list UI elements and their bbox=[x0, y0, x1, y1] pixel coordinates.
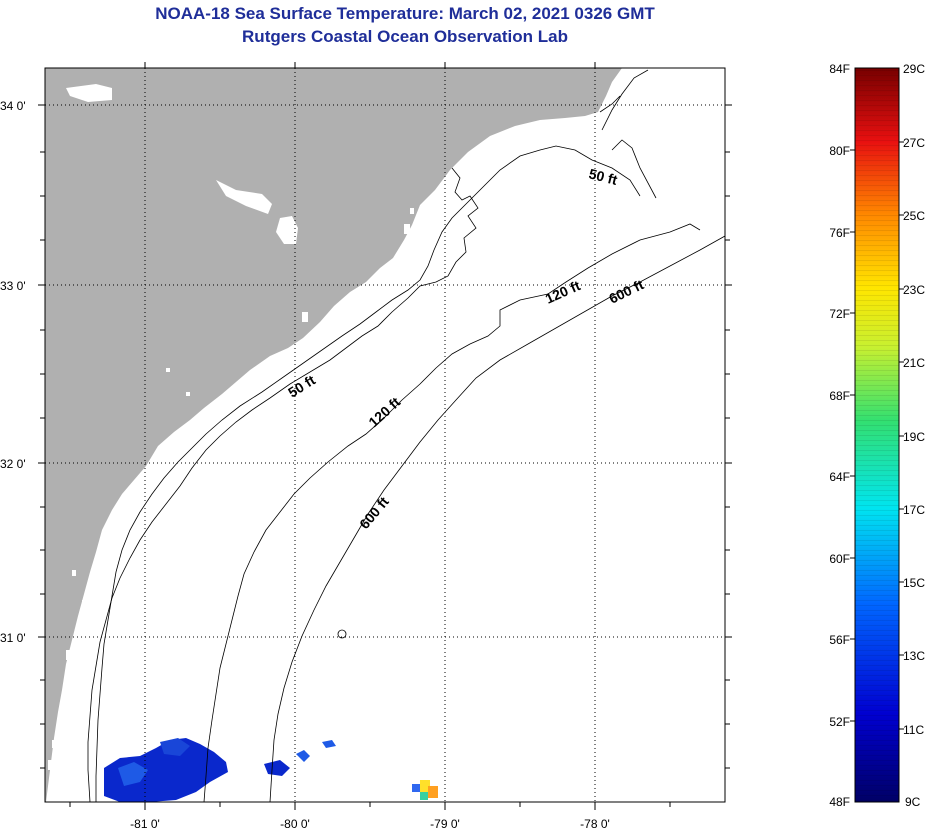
colorbar-f-label: 64F bbox=[829, 470, 850, 484]
colorbar-c-label: 17C bbox=[903, 503, 925, 517]
nc-coast-water bbox=[600, 68, 725, 200]
lon-label: -80 0' bbox=[280, 817, 310, 831]
colorbar: 84F 80F 76F 72F 68F 64F 60F 56F 52F 48F … bbox=[829, 62, 925, 809]
lat-label: 33 0' bbox=[0, 279, 26, 293]
colorbar-c-label: 13C bbox=[903, 649, 925, 663]
colorbar-c-label: 15C bbox=[903, 576, 925, 590]
colorbar-f-label: 56F bbox=[829, 633, 850, 647]
lat-label: 31 0' bbox=[0, 631, 26, 645]
map-frame bbox=[44, 67, 726, 803]
colorbar-f-label: 80F bbox=[829, 144, 850, 158]
colorbar-c-label: 25C bbox=[903, 209, 925, 223]
colorbar-c-label: 23C bbox=[903, 283, 925, 297]
colorbar-f-label: 72F bbox=[829, 307, 850, 321]
colorbar-f-label: 48F bbox=[829, 795, 850, 809]
lake bbox=[216, 180, 272, 214]
lat-label: 32 0' bbox=[0, 457, 26, 471]
colorbar-c-label: 27C bbox=[903, 136, 925, 150]
land-mass bbox=[45, 68, 622, 802]
seamount-contour bbox=[337, 629, 347, 639]
colorbar-f-label: 52F bbox=[829, 715, 850, 729]
map-title: NOAA-18 Sea Surface Temperature: March 0… bbox=[155, 4, 655, 23]
contour-120ft bbox=[203, 223, 701, 802]
graticule bbox=[45, 68, 725, 802]
map-subtitle: Rutgers Coastal Ocean Observation Lab bbox=[242, 27, 568, 46]
colorbar-c-label: 9C bbox=[905, 795, 921, 809]
nc-coastline bbox=[599, 69, 657, 199]
lon-label: -79 0' bbox=[430, 817, 460, 831]
axis-ticks bbox=[38, 62, 732, 810]
contour-50ft bbox=[95, 145, 641, 802]
colorbar-c-label: 29C bbox=[903, 62, 925, 76]
colorbar-f-label: 76F bbox=[829, 226, 850, 240]
sst-pixels bbox=[104, 738, 438, 802]
colorbar-f-label: 68F bbox=[829, 389, 850, 403]
colorbar-c-label: 21C bbox=[903, 356, 925, 370]
lake bbox=[276, 216, 298, 244]
lon-label: -81 0' bbox=[130, 817, 160, 831]
lat-label: 34 0' bbox=[0, 99, 26, 113]
lake bbox=[66, 84, 112, 102]
contour-label: 50 ft bbox=[587, 165, 619, 188]
colorbar-c-label: 11C bbox=[903, 723, 924, 737]
lon-label: -78 0' bbox=[580, 817, 610, 831]
colorbar-c-label: 19C bbox=[903, 430, 925, 444]
contour-600ft bbox=[269, 235, 725, 802]
coastline bbox=[87, 167, 479, 802]
colorbar-f-label: 84F bbox=[829, 62, 850, 76]
colorbar-f-label: 60F bbox=[829, 552, 850, 566]
